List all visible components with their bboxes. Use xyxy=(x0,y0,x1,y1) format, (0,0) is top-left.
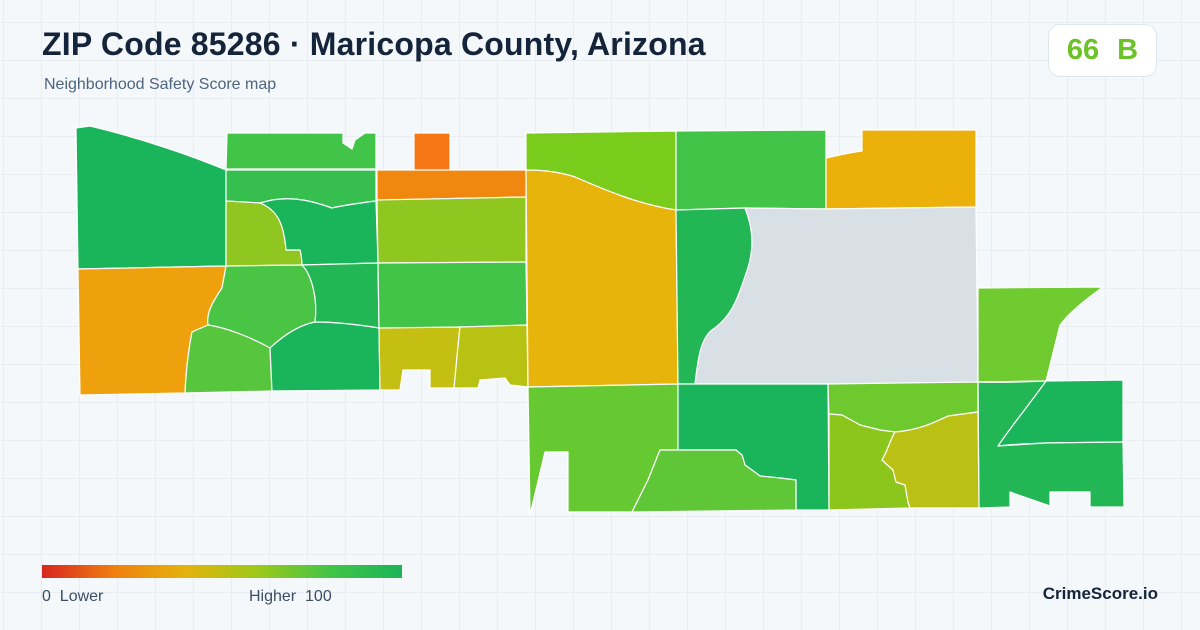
brand-logo-text: CrimeScore.io xyxy=(1042,584,1158,603)
legend-max-label: Higher 100 xyxy=(249,588,332,605)
map-region[interactable] xyxy=(881,411,980,509)
map-region[interactable] xyxy=(675,129,827,211)
map-region[interactable] xyxy=(977,380,1125,509)
map-region[interactable] xyxy=(378,326,461,391)
safety-score-badge: 66 B xyxy=(1048,24,1157,77)
map-region[interactable] xyxy=(977,286,1104,383)
map-region[interactable] xyxy=(453,324,529,389)
map-region[interactable] xyxy=(525,169,679,388)
map-region[interactable] xyxy=(825,129,977,210)
legend-min-label: 0 Lower xyxy=(42,588,104,605)
map-region[interactable] xyxy=(376,196,527,264)
map-region[interactable] xyxy=(225,132,377,170)
score-grade: B xyxy=(1117,34,1139,66)
score-value: 66 xyxy=(1066,34,1100,66)
map-region[interactable] xyxy=(376,169,527,201)
page-title: ZIP Code 85286 · Maricopa County, Arizon… xyxy=(42,26,706,62)
map-region[interactable] xyxy=(377,261,528,329)
map-region[interactable] xyxy=(75,125,227,270)
legend-gradient-bar xyxy=(42,565,402,578)
map-region[interactable] xyxy=(631,449,797,513)
page-subtitle: Neighborhood Safety Score map xyxy=(44,76,277,93)
map-region[interactable] xyxy=(413,132,451,171)
